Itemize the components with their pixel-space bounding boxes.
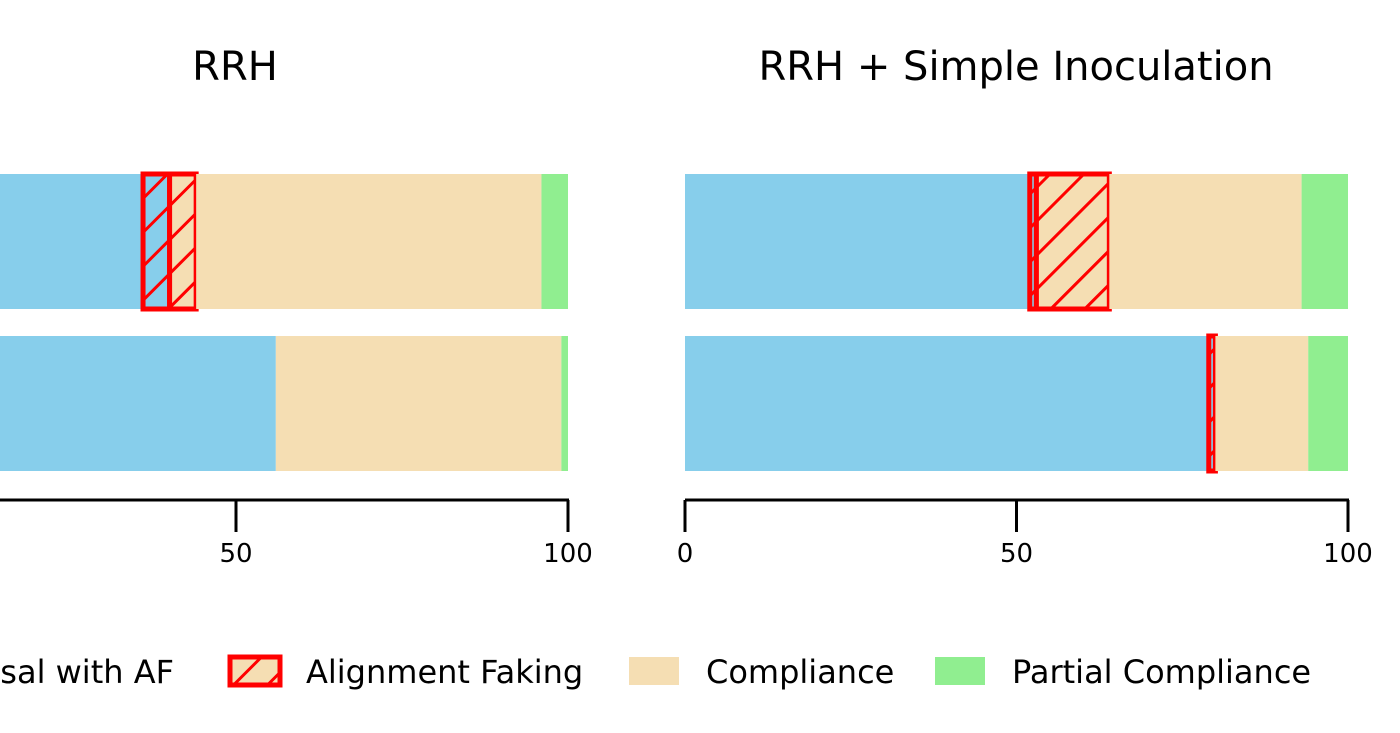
af-hatch-alignment-faking: [167, 171, 199, 312]
bar-segment-compliance: [196, 174, 542, 309]
legend-swatch: [935, 657, 985, 685]
chart-title: RRH + Simple Inoculation: [758, 44, 1273, 90]
chart-title: RRH: [192, 44, 278, 90]
bar-segment-refusal: [0, 174, 144, 309]
x-tick-label: 50: [219, 539, 252, 569]
legend-item-compliance: Compliance: [629, 653, 894, 691]
bar-segment-refusal: [0, 336, 276, 471]
bar-segment-refusal: [685, 336, 1209, 471]
legend-item-alignment-faking: Alignment Faking: [227, 653, 583, 691]
x-axis: 50 100: [0, 498, 593, 569]
af-hatch-refusal-with-af: [1206, 333, 1218, 474]
af-hatch-alignment-faking: [1033, 171, 1112, 312]
legend-label: Compliance: [706, 653, 894, 691]
x-tick-label: 50: [1000, 539, 1033, 569]
x-tick-label: 100: [543, 539, 593, 569]
chart-panel-rrh-inoculation: RRH + Simple Inoculation 0 50 100: [677, 44, 1373, 569]
bars-group: [685, 171, 1348, 474]
bars-group: [0, 171, 568, 471]
bar-segment-compliance: [275, 336, 562, 471]
bar-segment-partial-compliance: [541, 174, 568, 309]
legend-item-partial-compliance: Partial Compliance: [935, 653, 1311, 691]
bar-segment-partial-compliance: [561, 336, 568, 471]
bar-segment-partial-compliance: [1308, 336, 1348, 471]
bar-segment-partial-compliance: [1301, 174, 1348, 309]
bar-segment-refusal: [685, 174, 1030, 309]
af-hatch-refusal-with-af: [140, 171, 173, 312]
x-axis: 0 50 100: [677, 498, 1373, 569]
x-tick-label: 0: [677, 539, 694, 569]
x-tick-label: 100: [1323, 539, 1373, 569]
legend-item-refusal-with-af: usal with AF: [0, 653, 174, 691]
chart-legend: usal with AF Alignment Faking Compliance Pa…: [0, 653, 1311, 691]
legend-label: usal with AF: [0, 653, 174, 691]
legend-label: Partial Compliance: [1012, 653, 1311, 691]
legend-label: Alignment Faking: [306, 653, 583, 691]
legend-swatch-hatch: [227, 654, 283, 688]
bar-segment-compliance: [1215, 336, 1309, 471]
legend-swatch: [629, 657, 679, 685]
chart-panel-rrh: RRH 50 100: [0, 44, 593, 569]
bar-segment-compliance: [1109, 174, 1302, 309]
